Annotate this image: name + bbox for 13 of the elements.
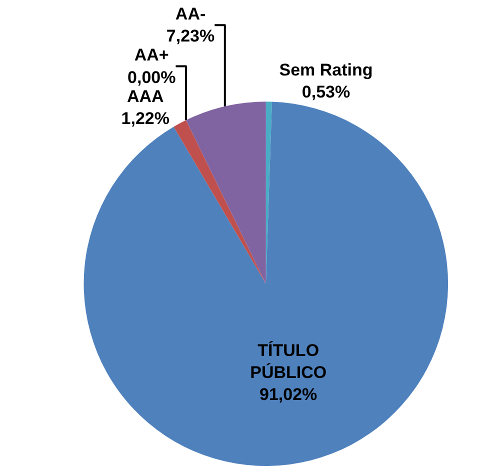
pie-slice <box>186 102 266 284</box>
data-label: 0,53% <box>302 82 350 102</box>
data-label: 1,22% <box>121 108 170 128</box>
category-label: AA+ <box>134 46 169 65</box>
slice-label: Sem Rating <box>279 60 373 80</box>
text: 0,00% <box>128 68 176 87</box>
slice-label: TÍTULO PÚBLICO <box>250 340 327 382</box>
slice-label: AA- <box>175 4 206 24</box>
pie-slice <box>174 120 266 284</box>
data-label: 7,23% <box>166 26 215 46</box>
data-label: 91,02% <box>260 385 318 404</box>
slice-label: AAA <box>126 86 164 106</box>
pie-slice <box>84 102 448 466</box>
